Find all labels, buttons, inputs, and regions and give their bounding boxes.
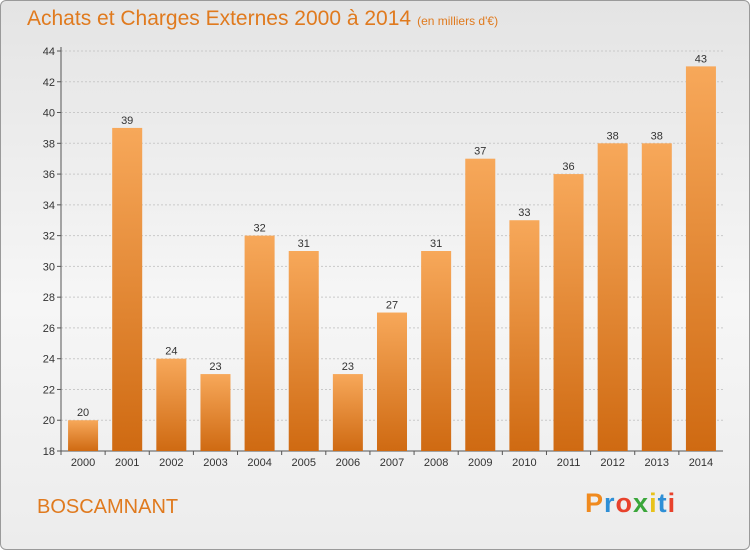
x-tick-label: 2001 <box>115 457 139 469</box>
data-label: 24 <box>165 346 177 358</box>
x-tick-label: 2010 <box>512 457 536 469</box>
y-tick-label: 36 <box>43 169 55 181</box>
logo-letter: t <box>657 488 668 518</box>
data-label: 20 <box>77 407 89 419</box>
x-tick-label: 2008 <box>424 457 448 469</box>
y-tick-label: 42 <box>43 77 55 89</box>
bar <box>332 374 363 451</box>
y-tick-label: 44 <box>43 46 55 58</box>
data-label: 38 <box>607 130 619 142</box>
y-tick-label: 32 <box>43 231 55 243</box>
logo-letter: r <box>604 488 616 518</box>
bar <box>421 251 452 451</box>
x-tick-label: 2011 <box>557 457 581 469</box>
data-label: 23 <box>209 361 221 373</box>
bar <box>156 358 187 451</box>
bar <box>509 220 540 451</box>
bar <box>465 158 496 451</box>
data-label: 23 <box>342 361 354 373</box>
bar <box>112 127 143 451</box>
x-tick-label: 2005 <box>291 457 315 469</box>
x-tick-label: 2009 <box>468 457 492 469</box>
y-tick-label: 30 <box>43 261 55 273</box>
data-label: 31 <box>298 238 310 250</box>
labels: 18 20 22 24 26 28 30 32 34 36 38 40 42 44 20 2000 39 2001… <box>43 46 713 469</box>
y-tick-label: 38 <box>43 138 55 150</box>
bar <box>641 143 672 452</box>
bar <box>200 374 231 451</box>
logo-letter: P <box>585 488 605 518</box>
bar <box>597 143 628 452</box>
y-tick-label: 20 <box>43 415 55 427</box>
y-tick-label: 22 <box>43 384 55 396</box>
bar <box>685 66 716 451</box>
data-label: 43 <box>695 53 707 65</box>
data-label: 33 <box>518 207 530 219</box>
data-label: 31 <box>430 238 442 250</box>
x-tick-label: 2012 <box>600 457 624 469</box>
data-label: 37 <box>474 146 486 158</box>
bar <box>553 174 584 452</box>
y-tick-label: 28 <box>43 292 55 304</box>
chart-title: Achats et Charges Externes 2000 à 2014 (e… <box>27 7 498 31</box>
y-tick-label: 26 <box>43 323 55 335</box>
data-label: 38 <box>651 130 663 142</box>
x-tick-label: 2000 <box>71 457 95 469</box>
x-tick-label: 2003 <box>203 457 227 469</box>
logo-letter: i <box>667 488 677 518</box>
x-tick-label: 2004 <box>247 457 271 469</box>
logo-letter: x <box>633 488 650 518</box>
data-label: 36 <box>562 161 574 173</box>
bar <box>288 251 319 451</box>
data-label: 39 <box>121 115 133 127</box>
proxiti-logo: Proxiti <box>585 488 676 519</box>
bar <box>244 235 275 451</box>
bars <box>68 66 716 452</box>
title-text: Achats et Charges Externes 2000 à 2014 <box>27 7 412 30</box>
x-tick-label: 2006 <box>336 457 360 469</box>
x-tick-label: 2014 <box>689 457 713 469</box>
bar <box>68 420 99 451</box>
x-tick-label: 2013 <box>645 457 669 469</box>
chart-subtitle: (en milliers d'€) <box>417 14 499 28</box>
y-tick-label: 40 <box>43 108 55 120</box>
data-label: 32 <box>253 223 265 235</box>
logo-letter: i <box>649 488 658 518</box>
y-tick-label: 34 <box>43 200 55 212</box>
x-tick-label: 2002 <box>159 457 183 469</box>
y-tick-label: 24 <box>43 354 55 366</box>
logo-letter: o <box>615 488 634 518</box>
data-label: 27 <box>386 300 398 312</box>
bar <box>376 312 408 451</box>
commune-name: BOSCAMNANT <box>37 496 179 518</box>
x-tick-label: 2007 <box>380 457 404 469</box>
y-tick-label: 18 <box>43 446 55 458</box>
